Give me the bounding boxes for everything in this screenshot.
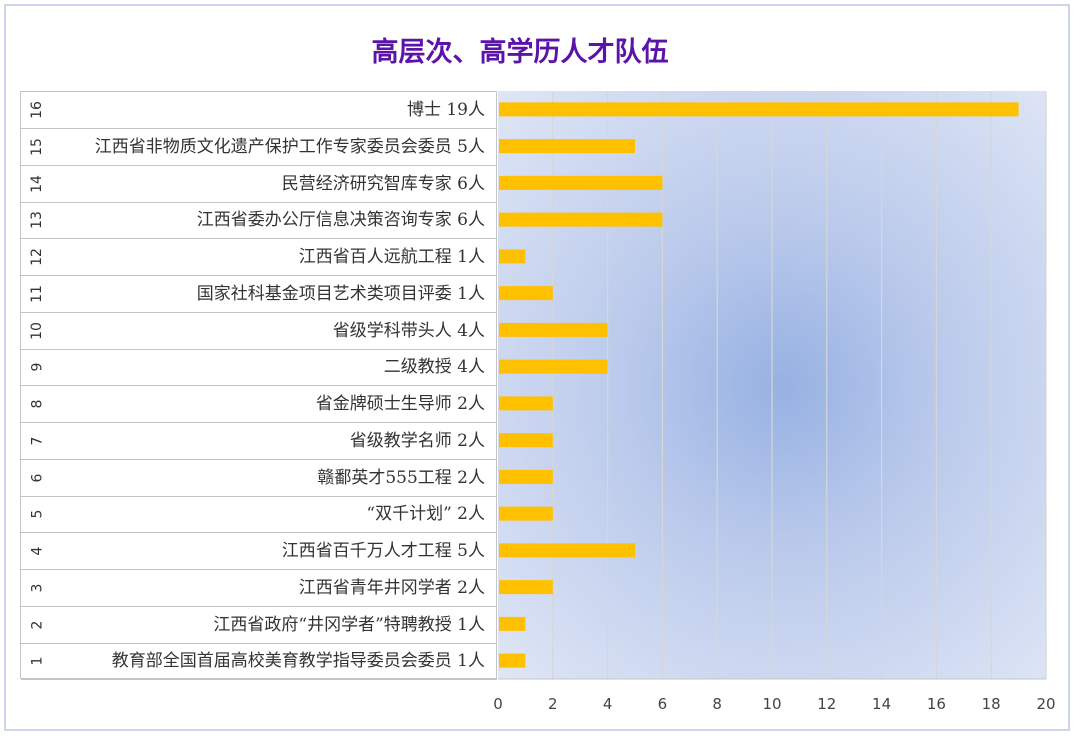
bar-4 [499, 543, 635, 558]
bar-7 [499, 433, 553, 448]
bar-3 [499, 580, 553, 595]
x-tick-label: 18 [982, 695, 1001, 713]
category-row: 5 “双千计划” 2人 [21, 496, 497, 534]
x-tick-label: 20 [1036, 695, 1055, 713]
category-label-table: 1 教育部全国首届高校美育教学指导委员会委员 1人 2 江西省政府“井冈学者”特聘教授… [20, 91, 497, 681]
category-label: 省金牌硕士生导师 2人 [315, 394, 485, 414]
category-label: 江西省非物质文化遗产保护工作专家委员会委员 5人 [94, 136, 485, 157]
category-label: 江西省百千万人才工程 5人 [281, 541, 485, 561]
category-label: 二级教授 4人 [383, 357, 485, 378]
bar-9 [499, 359, 608, 374]
x-tick-label: 0 [493, 695, 503, 713]
category-label: 博士 19人 [406, 100, 485, 120]
category-row: 8 省金牌硕士生导师 2人 [21, 386, 497, 423]
bar-10 [499, 322, 608, 337]
x-tick-label: 10 [762, 695, 781, 713]
category-row: 3 江西省青年井冈学者 2人 [21, 570, 497, 607]
x-tick-label: 14 [872, 695, 891, 713]
bar-5 [499, 506, 553, 521]
category-label: 江西省委办公厅信息决策咨询专家 6人 [196, 210, 485, 231]
category-row: 15 江西省非物质文化遗产保护工作专家委员会委员 5人 [21, 129, 497, 166]
category-label: 江西省百人远航工程 1人 [298, 247, 485, 267]
category-label: 教育部全国首届高校美育教学指导委员会委员 1人 [111, 651, 485, 672]
bar-13 [499, 212, 663, 227]
category-row: 9 二级教授 4人 [21, 349, 497, 387]
category-row: 6 赣鄱英才555工程 2人 [21, 460, 497, 497]
bar-15 [499, 139, 635, 154]
category-label: 江西省政府“井冈学者”特聘教授 1人 [213, 614, 485, 635]
category-row: 2 江西省政府“井冈学者”特聘教授 1人 [21, 607, 497, 644]
category-label: 省级教学名师 2人 [349, 430, 485, 451]
category-row: 11 国家社科基金项目艺术类项目评委 1人 [21, 276, 497, 313]
x-tick-label: 2 [548, 695, 558, 713]
category-label: 江西省青年井冈学者 2人 [298, 577, 485, 598]
category-label: 民营经济研究智库专家 6人 [281, 173, 485, 194]
bar-14 [499, 175, 663, 190]
x-tick-label: 8 [712, 695, 722, 713]
x-tick-label: 6 [658, 695, 668, 713]
category-row: 14 民营经济研究智库专家 6人 [21, 166, 497, 203]
category-row: 10 省级学科带头人 4人 [21, 313, 497, 350]
bar-16 [499, 102, 1019, 117]
category-row: 12 江西省百人远航工程 1人 [21, 239, 497, 276]
bar-6 [499, 469, 553, 484]
category-row: 4 江西省百千万人才工程 5人 [21, 533, 497, 570]
x-tick-label: 4 [603, 695, 613, 713]
bar-12 [499, 249, 526, 264]
category-label: 省级学科带头人 4人 [332, 320, 485, 341]
bar-8 [499, 396, 553, 411]
x-tick-label: 12 [817, 695, 836, 713]
category-row: 1 教育部全国首届高校美育教学指导委员会委员 1人 [21, 643, 497, 681]
category-label: 国家社科基金项目艺术类项目评委 1人 [196, 283, 485, 304]
category-row: 7 省级教学名师 2人 [21, 423, 497, 460]
x-tick-label: 16 [927, 695, 946, 713]
bar-1 [499, 653, 526, 668]
category-row: 16 博士 19人 [21, 92, 497, 129]
bar-2 [499, 616, 526, 631]
category-label: “双千计划” 2人 [366, 504, 485, 525]
chart-title: 高层次、高学历人才队伍 [371, 37, 669, 68]
category-label: 赣鄱英才555工程 2人 [317, 467, 485, 488]
bar-11 [499, 286, 553, 301]
category-row: 13 江西省委办公厅信息决策咨询专家 6人 [21, 202, 497, 240]
